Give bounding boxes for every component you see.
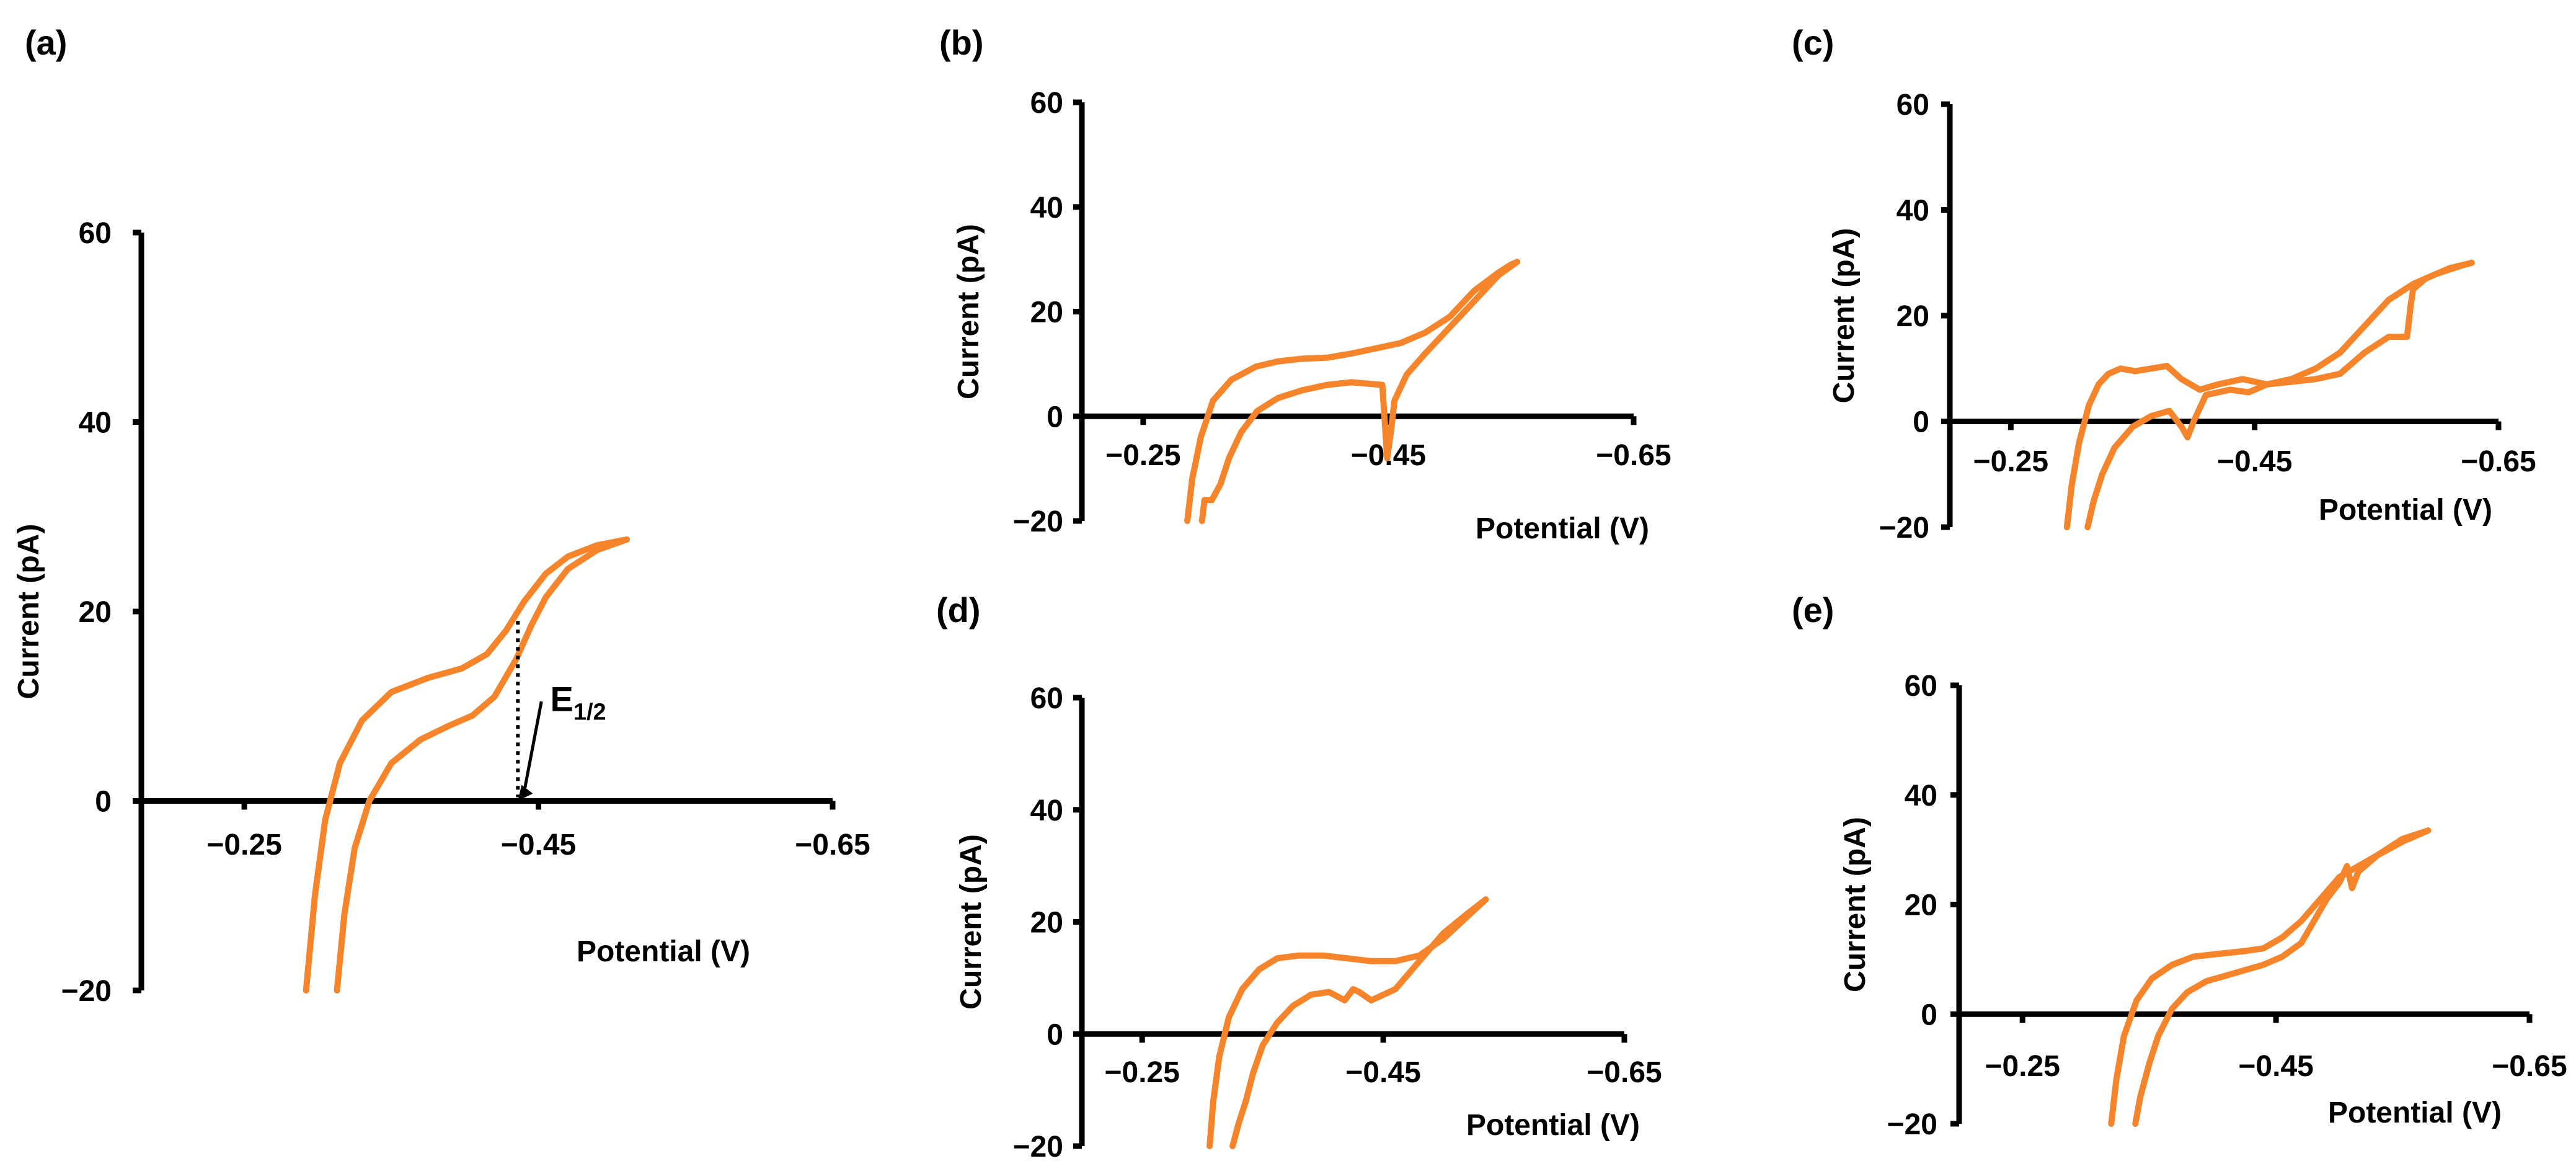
panel-e: (e) −20 0 20 40 60 −0.25 −0.45 −0.65 Current (pA)… (1792, 590, 2567, 1141)
y-tick-label: 40 (1905, 780, 1937, 812)
y-tick-label: −20 (1879, 512, 1929, 545)
y-tick-label: 40 (1030, 794, 1063, 827)
x-tick-label: −0.65 (2492, 1050, 2567, 1083)
x-tick-label: −0.45 (501, 829, 576, 861)
arrow-head-icon (518, 785, 533, 801)
x-tick-label: −0.25 (1985, 1050, 2060, 1083)
e-half-label-main: E (551, 679, 573, 718)
y-tick-label: 0 (1047, 1018, 1063, 1051)
y-tick-label: 60 (79, 217, 112, 250)
y-tick-label: 60 (1905, 670, 1937, 703)
x-tick-label: −0.65 (1596, 439, 1671, 472)
y-tick-label: 40 (1897, 195, 1929, 228)
y-tick-label: 60 (1897, 89, 1929, 122)
y-tick-label: 60 (1030, 682, 1063, 715)
x-tick-label: −0.25 (1105, 439, 1180, 472)
panel-label: (a) (25, 23, 67, 62)
cv-curve-reverse (1229, 896, 1489, 1149)
y-tick-label: 0 (1913, 406, 1929, 439)
cv-curve-forward (1184, 259, 1521, 524)
panel-d: (d) −20 0 20 40 60 −0.25 −0.45 −0.65 Current (pA)… (936, 590, 1662, 1163)
x-tick-label: −0.45 (2217, 445, 2292, 478)
cv-curve-reverse (334, 536, 630, 994)
y-axis-title: Current (pA) (1828, 228, 1861, 404)
y-tick-label: −20 (1013, 1131, 1063, 1163)
y-tick-label: −20 (1013, 505, 1063, 538)
y-tick-label: 40 (79, 407, 112, 440)
cv-curve-reverse (2084, 259, 2475, 530)
y-tick-label: 20 (1905, 889, 1937, 922)
x-tick-label: −0.45 (1345, 1056, 1420, 1089)
y-tick-label: 20 (1030, 907, 1063, 940)
x-tick-label: −0.65 (795, 829, 870, 861)
y-tick-label: 40 (1030, 192, 1063, 225)
y-tick-label: 0 (1921, 998, 1937, 1031)
y-tick-label: −20 (1887, 1108, 1937, 1141)
y-tick-label: 20 (79, 596, 112, 629)
e-half-label: E1/2 (551, 679, 606, 725)
panel-c: (c) −20 0 20 40 60 −0.25 −0.45 −0.65 Current (pA)… (1792, 23, 2536, 545)
panel-label: (d) (936, 590, 981, 629)
x-axis-title: Potential (V) (2328, 1096, 2502, 1129)
x-tick-label: −0.25 (206, 829, 281, 861)
x-axis-title: Potential (V) (577, 935, 750, 968)
y-tick-label: −20 (61, 975, 112, 1008)
y-axis-title: Current (pA) (12, 524, 45, 700)
y-tick-label: 20 (1897, 300, 1929, 333)
x-tick-label: −0.25 (1973, 445, 2048, 478)
y-axis-title: Current (pA) (955, 834, 988, 1010)
cv-curve-forward (2063, 259, 2475, 530)
panel-label: (e) (1792, 590, 1834, 629)
x-axis-title: Potential (V) (1476, 512, 1649, 545)
panel-label: (b) (939, 23, 984, 62)
panel-label: (c) (1792, 23, 1834, 62)
y-tick-label: 0 (1047, 401, 1063, 434)
x-axis-title: Potential (V) (2319, 494, 2492, 527)
y-axis-title: Current (pA) (1839, 817, 1872, 992)
cv-curve-reverse (1198, 259, 1521, 524)
cv-curve-forward (2108, 827, 2432, 1127)
y-tick-label: 60 (1030, 87, 1063, 120)
y-tick-label: 20 (1030, 296, 1063, 329)
x-axis-title: Potential (V) (1466, 1109, 1640, 1142)
x-tick-label: −0.45 (2238, 1050, 2313, 1083)
x-tick-label: −0.65 (2461, 445, 2536, 478)
x-tick-label: −0.65 (1587, 1056, 1662, 1089)
y-axis-title: Current (pA) (952, 224, 985, 399)
y-tick-label: 0 (95, 786, 112, 819)
cv-curve-forward (303, 536, 630, 994)
panel-a: (a) −20 0 20 40 60 −0.25 −0.45 −0.65 Current (pA)… (12, 23, 870, 1008)
e-half-arrow (522, 701, 543, 793)
x-tick-label: −0.25 (1104, 1056, 1179, 1089)
e-half-label-sub: 1/2 (573, 699, 606, 725)
cv-curve-reverse (2132, 827, 2432, 1127)
